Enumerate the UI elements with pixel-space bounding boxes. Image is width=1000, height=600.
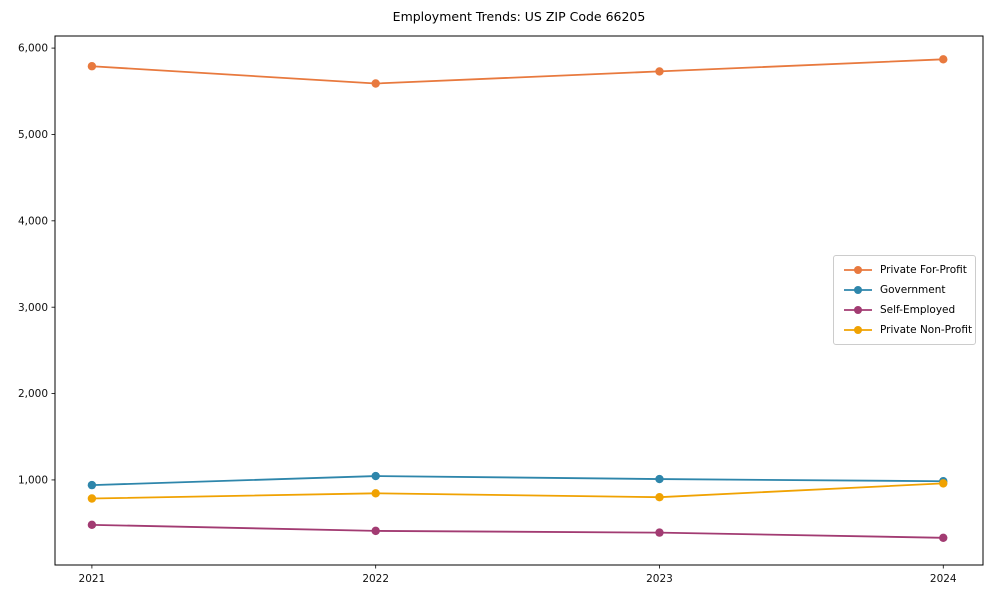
series-marker-self-employed	[939, 533, 948, 542]
series-line-private-non-profit	[90, 482, 945, 500]
legend-item-self-employed: Self-Employed	[843, 301, 967, 319]
series-line-government	[90, 475, 945, 487]
legend-label: Private Non-Profit	[880, 324, 973, 336]
x-tick-label: 2023	[646, 573, 673, 585]
legend-swatch-line-marker-icon	[844, 266, 872, 274]
legend: Private For-Profit Government Self-Emplo…	[833, 255, 976, 345]
series-marker-self-employed	[87, 520, 97, 530]
plot-frame	[54, 35, 984, 566]
series-marker-private-non-profit	[87, 494, 97, 503]
y-tick-label: 1,000	[18, 475, 48, 487]
series-marker-government	[87, 480, 97, 490]
series-marker-private-non-profit	[655, 493, 664, 502]
legend-swatch-line-marker-icon	[844, 306, 872, 314]
series-marker-private-non-profit	[939, 479, 948, 488]
series-marker-private-for-profit	[939, 55, 948, 64]
y-tick-label: 3,000	[18, 302, 48, 314]
legend-label: Government	[880, 284, 946, 296]
y-tick-label: 4,000	[18, 215, 48, 227]
legend-item-private-for-profit: Private For-Profit	[843, 261, 967, 279]
legend-item-government: Government	[843, 281, 967, 299]
series-line-private-for-profit	[90, 58, 945, 85]
y-tick-label: 2,000	[18, 388, 48, 400]
series-marker-government	[371, 471, 380, 481]
y-tick-label: 5,000	[18, 129, 48, 141]
series-marker-private-for-profit	[87, 62, 97, 71]
x-tick-label: 2021	[79, 573, 106, 585]
series-marker-self-employed	[371, 526, 380, 536]
series-marker-private-for-profit	[371, 79, 380, 88]
series-marker-private-non-profit	[371, 489, 380, 498]
y-tick-label: 6,000	[18, 43, 48, 55]
series-marker-self-employed	[655, 528, 664, 537]
legend-label: Private For-Profit	[880, 264, 967, 276]
legend-swatch-line-marker-icon	[844, 326, 872, 334]
legend-swatch-line-marker-icon	[844, 286, 872, 294]
series-marker-government	[655, 474, 664, 484]
legend-label: Self-Employed	[880, 304, 956, 316]
series-marker-private-for-profit	[655, 67, 664, 76]
chart-title: Employment Trends: US ZIP Code 66205	[392, 9, 646, 24]
x-tick-label: 2022	[362, 573, 389, 585]
legend-item-private-non-profit: Private Non-Profit	[843, 321, 972, 339]
x-tick-label: 2024	[930, 573, 957, 585]
series-line-self-employed	[90, 523, 945, 539]
